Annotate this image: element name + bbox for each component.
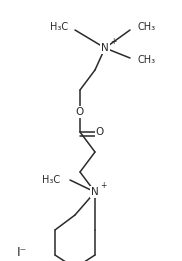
Text: CH₃: CH₃ — [138, 22, 156, 32]
Text: I⁻: I⁻ — [17, 246, 27, 258]
Text: O: O — [96, 127, 104, 137]
Text: H₃C: H₃C — [50, 22, 68, 32]
Text: H₃C: H₃C — [42, 175, 60, 185]
Text: +: + — [100, 181, 106, 189]
Text: O: O — [76, 107, 84, 117]
Text: N: N — [101, 43, 109, 53]
Text: +: + — [110, 37, 116, 45]
Text: CH₃: CH₃ — [138, 55, 156, 65]
Text: N: N — [91, 187, 99, 197]
